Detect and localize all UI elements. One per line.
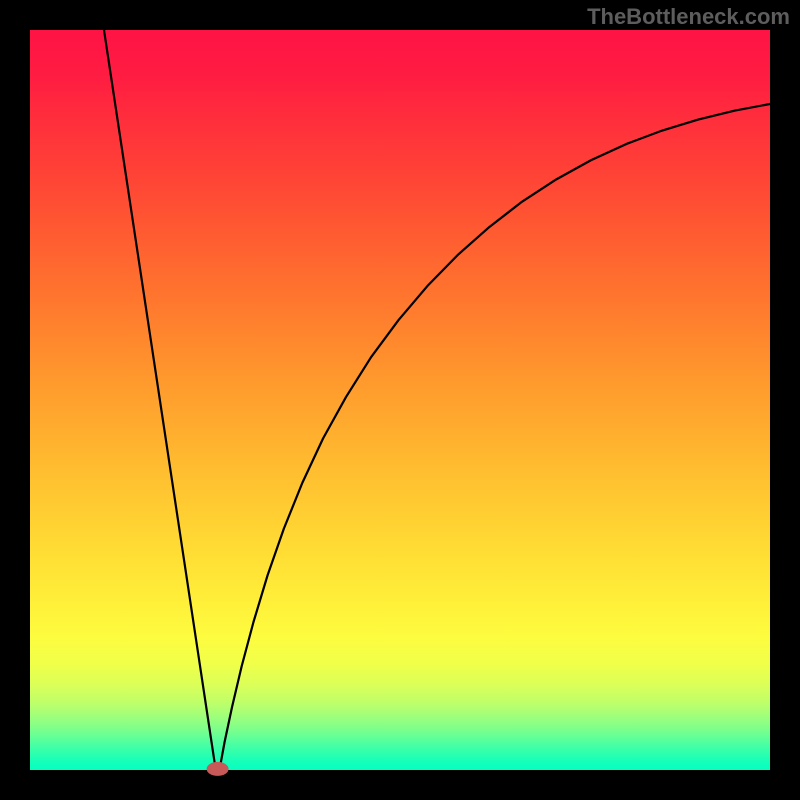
bottleneck-chart	[0, 0, 800, 800]
chart-container: TheBottleneck.com	[0, 0, 800, 800]
frame-bottom	[0, 770, 800, 800]
gradient-background	[30, 30, 770, 770]
frame-left	[0, 0, 30, 800]
optimum-marker	[207, 762, 229, 776]
watermark-text: TheBottleneck.com	[587, 4, 790, 30]
frame-right	[770, 0, 800, 800]
